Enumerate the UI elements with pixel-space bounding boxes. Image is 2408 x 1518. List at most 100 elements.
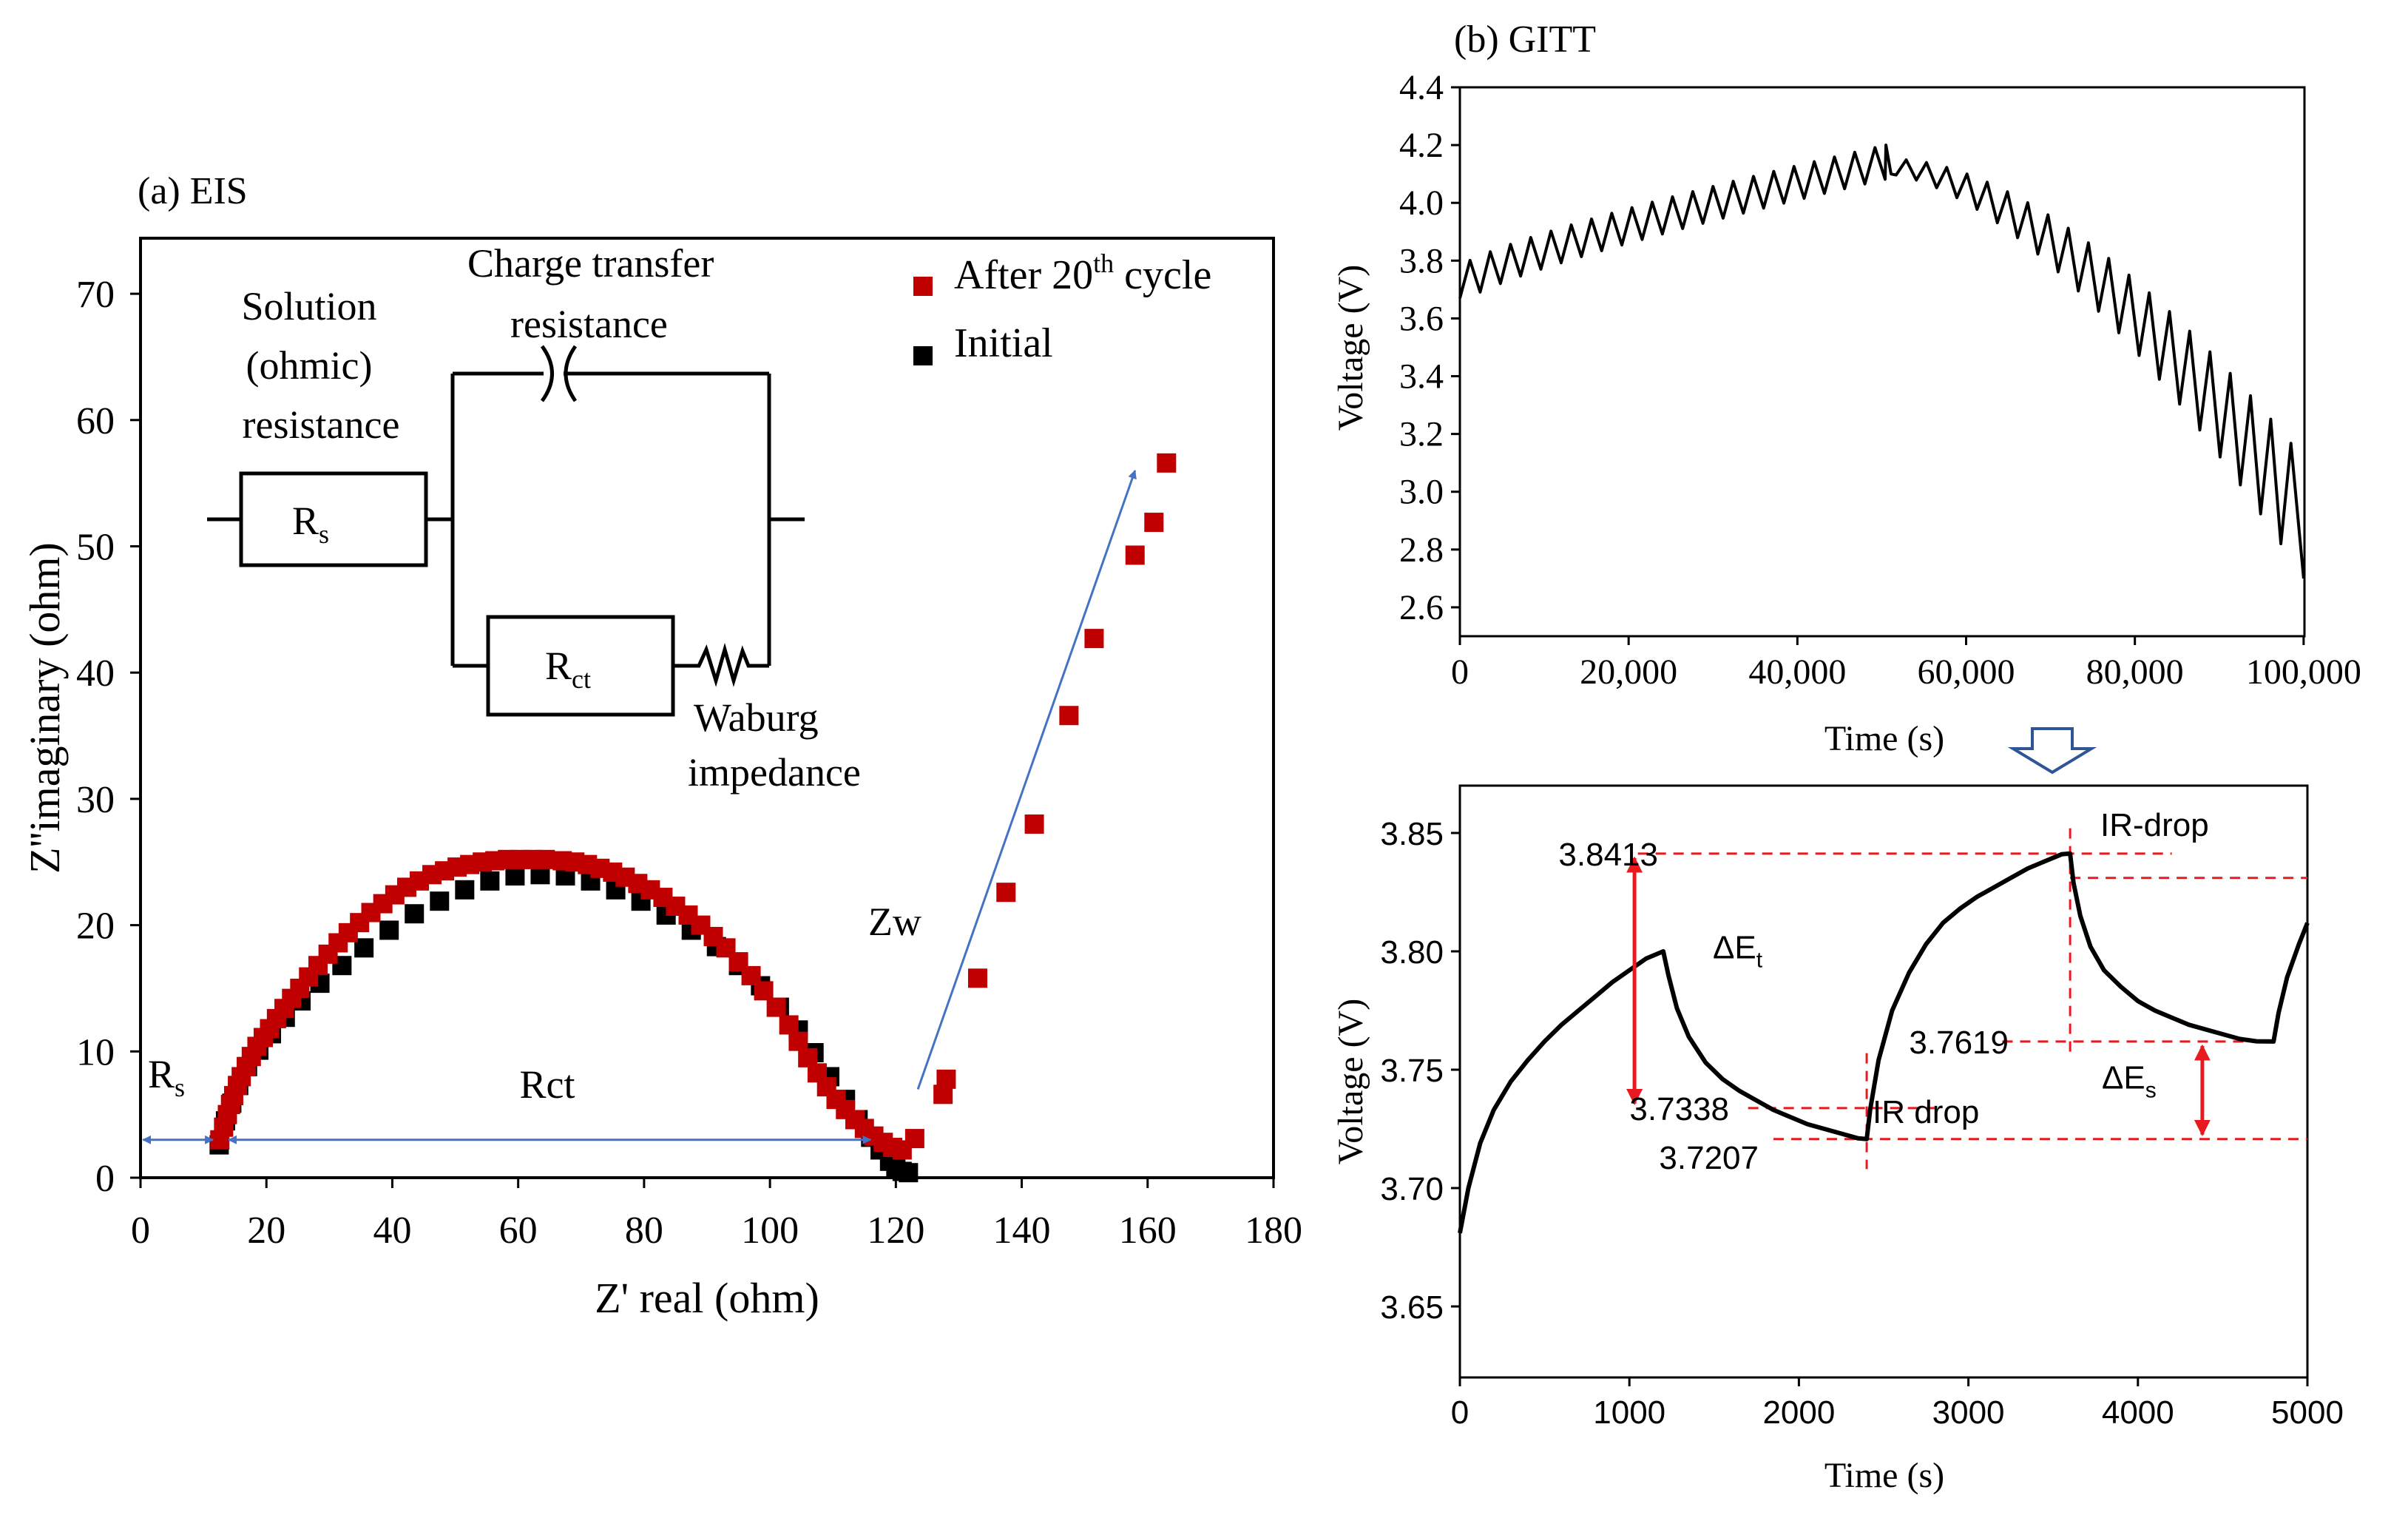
zoom-y-tick-label: 3.80 xyxy=(1380,934,1444,971)
gitt-x-axis: 0 20,000 40,000 60,000 80,000 100,000 xyxy=(1451,636,2361,692)
eis-point-after-20th xyxy=(1084,629,1104,649)
eis-y-tick-label: 60 xyxy=(76,400,115,442)
circuit-rct-label: Rct xyxy=(545,644,591,694)
circuit-ct-text-1: Charge transfer xyxy=(467,241,714,286)
zoom-x-tick-label: 0 xyxy=(1451,1394,1469,1431)
eis-point-after-20th xyxy=(1125,545,1145,565)
zoom-voltage-line xyxy=(1458,851,2310,1234)
ir-drop-top-label: IR-drop xyxy=(2100,807,2209,843)
eis-x-tick-label: 60 xyxy=(499,1210,538,1252)
eis-point-after-20th xyxy=(967,968,987,988)
eis-point-after-20th xyxy=(1024,814,1044,834)
gitt-x-tick-label: 40,000 xyxy=(1748,652,1846,692)
eis-y-tick-label: 70 xyxy=(76,274,115,316)
eis-point-initial xyxy=(455,880,475,900)
circuit-solution-text-3: resistance xyxy=(243,402,400,447)
eis-point-initial xyxy=(505,866,525,886)
eis-legend: After 20th cycle Initial xyxy=(913,249,1211,366)
gitt-panel-label: (b) GITT xyxy=(1454,18,1596,61)
delta-es-label: ΔEs xyxy=(2102,1060,2157,1103)
gitt-y-tick-label: 4.0 xyxy=(1399,183,1444,223)
gitt-y-tick-label: 2.6 xyxy=(1399,588,1444,627)
eis-x-tick-label: 120 xyxy=(867,1210,924,1252)
gitt-y-tick-label: 2.8 xyxy=(1399,530,1444,570)
eis-y-tick-label: 0 xyxy=(95,1158,115,1200)
eis-y-tick-label: 30 xyxy=(76,779,115,821)
eis-x-tick-label: 140 xyxy=(993,1210,1051,1252)
eis-x-tick-label: 0 xyxy=(131,1210,150,1252)
eis-annotations: Rs Rct Zw xyxy=(142,469,1137,1144)
legend-label-initial: Initial xyxy=(954,320,1053,366)
eis-point-after-20th xyxy=(904,1129,924,1149)
circuit-rs-resistor xyxy=(239,471,428,567)
level-label-3-7619: 3.7619 xyxy=(1909,1025,2009,1061)
zoom-x-tick-label: 5000 xyxy=(2271,1394,2344,1431)
zoom-x-axis: 0 1000 2000 3000 4000 5000 xyxy=(1451,1377,2344,1431)
eis-point-initial xyxy=(899,1163,919,1183)
gitt-y-tick-label: 3.8 xyxy=(1399,241,1444,280)
gitt-x-tick-label: 0 xyxy=(1451,652,1469,692)
gitt-x-axis-label: Time (s) xyxy=(1824,719,1944,758)
eis-x-tick-label: 160 xyxy=(1119,1210,1177,1252)
eis-panel-label: (a) EIS xyxy=(138,170,248,212)
eis-point-after-20th xyxy=(1157,453,1177,473)
circuit-ct-text-2: resistance xyxy=(510,302,668,346)
zoom-y-axis-label: Voltage (V) xyxy=(1331,999,1370,1164)
circuit-waburg-text-2: impedance xyxy=(688,750,861,795)
eis-point-after-20th xyxy=(754,981,774,1001)
gitt-x-tick-label: 100,000 xyxy=(2246,652,2361,692)
circuit-waburg-text-1: Waburg xyxy=(694,695,819,740)
eis-zw-annotation: Zw xyxy=(868,900,921,944)
eis-x-tick-label: 40 xyxy=(373,1210,411,1252)
eis-x-tick-label: 20 xyxy=(247,1210,285,1252)
zoom-y-tick-label: 3.70 xyxy=(1380,1171,1444,1207)
eis-point-initial xyxy=(430,891,450,911)
circuit-warburg-element xyxy=(673,642,769,687)
gitt-y-tick-label: 4.4 xyxy=(1399,68,1444,107)
eis-panel: (a) EIS 0 20 40 60 80 100 120 140 160 180 0 10 20 30… xyxy=(21,170,1302,1322)
equivalent-circuit: Rs Rct Solution (ohmic) resistance Charg… xyxy=(207,241,861,795)
eis-point-after-20th xyxy=(1144,513,1164,533)
level-label-3-7338: 3.7338 xyxy=(1629,1091,1729,1127)
eis-x-tick-label: 100 xyxy=(741,1210,799,1252)
zoom-guide-lines xyxy=(1637,828,2307,1170)
gitt-plot-frame xyxy=(1458,86,2306,638)
eis-rct-annotation: Rct xyxy=(520,1062,575,1107)
eis-point-after-20th xyxy=(779,1015,799,1035)
circuit-solution-text-1: Solution xyxy=(241,284,376,328)
eis-y-tick-label: 40 xyxy=(76,652,115,695)
gitt-x-tick-label: 20,000 xyxy=(1580,652,1677,692)
eis-data-points xyxy=(209,453,1177,1183)
gitt-y-tick-label: 3.2 xyxy=(1399,415,1444,454)
eis-plot-frame xyxy=(139,237,1275,1179)
eis-x-tick-label: 180 xyxy=(1245,1210,1302,1252)
eis-point-after-20th xyxy=(1059,706,1079,726)
level-label-3-7207: 3.7207 xyxy=(1659,1140,1759,1176)
circuit-capacitor xyxy=(540,345,554,402)
zoom-y-tick-label: 3.75 xyxy=(1380,1053,1444,1089)
eis-x-axis: 0 20 40 60 80 100 120 140 160 180 xyxy=(131,1178,1302,1252)
eis-point-after-20th xyxy=(996,883,1016,903)
gitt-panel: (b) GITT 0 20,000 40,000 60,000 80,000 100,00… xyxy=(1331,18,2361,1495)
eis-y-tick-label: 10 xyxy=(76,1031,115,1073)
eis-point-after-20th xyxy=(535,849,555,869)
eis-rs-annotation: Rs xyxy=(148,1052,185,1102)
legend-marker-initial xyxy=(913,346,933,365)
zoom-x-tick-label: 3000 xyxy=(1932,1394,2005,1431)
level-label-3-8413: 3.8413 xyxy=(1558,837,1658,873)
eis-point-after-20th xyxy=(766,997,786,1017)
zoom-down-arrow-icon xyxy=(2007,727,2097,775)
zoom-y-axis: 3.65 3.70 3.75 3.80 3.85 xyxy=(1380,816,1460,1326)
gitt-y-tick-label: 3.4 xyxy=(1399,357,1444,397)
zoom-y-tick-label: 3.85 xyxy=(1380,816,1444,852)
gitt-voltage-line xyxy=(1458,144,2305,579)
circuit-rs-label: Rs xyxy=(292,499,329,549)
gitt-x-tick-label: 80,000 xyxy=(2086,652,2184,692)
eis-y-tick-label: 50 xyxy=(76,527,115,569)
gitt-y-tick-label: 4.2 xyxy=(1399,126,1444,165)
eis-y-axis: 0 10 20 30 40 50 60 70 xyxy=(76,274,141,1200)
legend-marker-after-20th xyxy=(913,277,933,296)
zoom-x-tick-label: 4000 xyxy=(2102,1394,2174,1431)
zoom-annotations: 3.8413 3.7338 3.7207 3.7619 IR-drop IR drop ΔE… xyxy=(1558,807,2211,1176)
delta-et-label: ΔEt xyxy=(1713,930,1763,973)
